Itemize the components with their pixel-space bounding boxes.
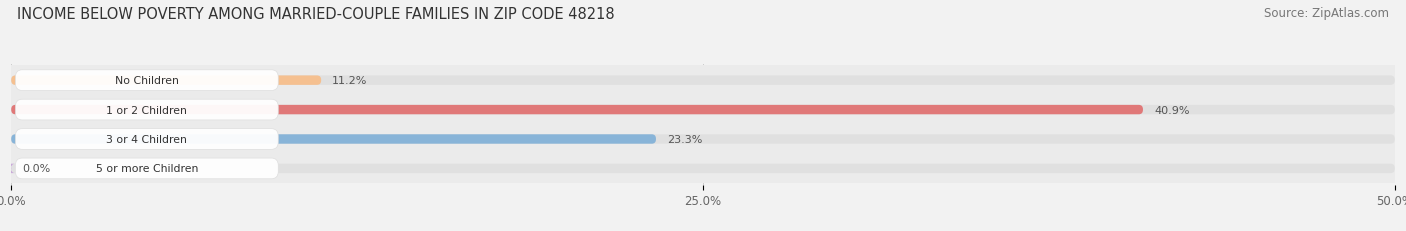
FancyBboxPatch shape [11,76,1395,85]
Text: INCOME BELOW POVERTY AMONG MARRIED-COUPLE FAMILIES IN ZIP CODE 48218: INCOME BELOW POVERTY AMONG MARRIED-COUPL… [17,7,614,22]
FancyBboxPatch shape [15,100,278,120]
FancyBboxPatch shape [11,66,1395,95]
Text: 0.0%: 0.0% [22,164,51,174]
Text: 40.9%: 40.9% [1154,105,1189,115]
Text: 11.2%: 11.2% [332,76,367,86]
FancyBboxPatch shape [11,135,657,144]
FancyBboxPatch shape [7,164,15,173]
Text: No Children: No Children [115,76,179,86]
FancyBboxPatch shape [11,105,1395,115]
FancyBboxPatch shape [11,135,1395,144]
Text: 23.3%: 23.3% [666,134,703,144]
FancyBboxPatch shape [15,158,278,179]
FancyBboxPatch shape [11,154,1395,183]
FancyBboxPatch shape [15,129,278,150]
FancyBboxPatch shape [15,70,278,91]
Text: 1 or 2 Children: 1 or 2 Children [107,105,187,115]
FancyBboxPatch shape [11,125,1395,154]
Text: 5 or more Children: 5 or more Children [96,164,198,174]
FancyBboxPatch shape [11,95,1395,125]
FancyBboxPatch shape [11,76,321,85]
FancyBboxPatch shape [11,105,1143,115]
FancyBboxPatch shape [11,164,1395,173]
Text: Source: ZipAtlas.com: Source: ZipAtlas.com [1264,7,1389,20]
Text: 3 or 4 Children: 3 or 4 Children [107,134,187,144]
